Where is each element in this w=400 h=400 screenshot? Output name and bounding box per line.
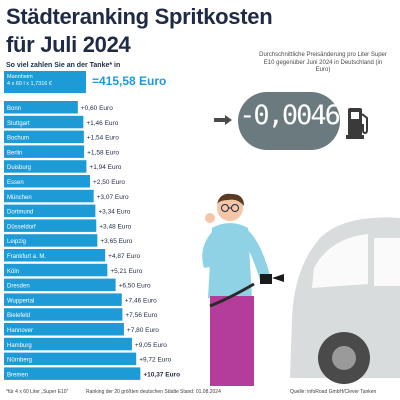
bar-value-label: +3,65 Euro [100, 238, 132, 245]
bar-value-label: +1,54 Euro [87, 135, 119, 142]
bar-18 [4, 367, 141, 380]
bar-14 [4, 308, 123, 321]
bar-11 [4, 263, 108, 277]
bar-city-label: Leipzig [7, 239, 26, 245]
bar-13 [4, 293, 122, 306]
bar-7 [4, 204, 96, 218]
price-change-pill [238, 92, 340, 150]
bar-city-label: Bonn [7, 106, 21, 112]
bar-city-label: Stuttgart [7, 121, 30, 127]
bar-3 [4, 145, 85, 158]
baseline-city: Mannheim [7, 74, 33, 80]
bar-city-label: Bielefeld [7, 313, 30, 319]
bar-value-label: +2,50 Euro [93, 179, 125, 186]
bar-city-label: Bochum [7, 136, 29, 142]
bar-value-label: +5,21 Euro [110, 268, 142, 275]
bar-value-label: +7,46 Euro [125, 297, 157, 304]
bar-5 [4, 175, 90, 188]
bar-0 [4, 101, 78, 114]
bar-value-label: +0,60 Euro [81, 105, 113, 112]
car-illustration [290, 217, 400, 384]
bar-city-label: Hannover [7, 328, 33, 334]
bar-city-label: Dresden [7, 284, 30, 290]
price-change-value: -0,0046 [239, 100, 341, 131]
bar-value-label: +3,07 Euro [97, 194, 129, 201]
bar-16 [4, 337, 132, 351]
bar-chart: Bonn +0,60 Euro Stuttgart +1,46 Euro Bochum +… [4, 101, 180, 380]
bar-city-label: Düsseldorf [7, 224, 36, 230]
title-line-1: Städteranking Spritkosten [6, 4, 273, 29]
baseline-formula: 4 x 60 l x 1,7316 € [7, 81, 52, 87]
bar-value-label: +1,58 Euro [87, 149, 119, 156]
bar-city-label: Frankfurt a. M. [7, 254, 46, 260]
bar-17 [4, 352, 137, 366]
bar-6 [4, 189, 94, 203]
bar-value-label: +9,05 Euro [135, 342, 167, 349]
bar-city-label: München [7, 195, 32, 201]
bar-value-label: +4,87 Euro [108, 253, 140, 260]
bar-city-label: Nürnberg [7, 358, 32, 364]
bar-value-label: +7,80 Euro [127, 327, 159, 334]
bar-15 [4, 323, 124, 336]
bar-city-label: Wuppertal [7, 298, 34, 304]
bar-value-label: +10,37 Euro [143, 371, 180, 378]
bar-2 [4, 130, 84, 144]
bar-value-label: +1,94 Euro [89, 164, 121, 171]
person-illustration [202, 193, 284, 386]
footer-date: Stand: 01.08.2024 [180, 389, 221, 395]
bar-8 [4, 219, 97, 232]
price-change-caption: Durchschnittliche Preisänderung pro Lite… [259, 52, 387, 73]
bar-1 [4, 115, 84, 129]
bar-10 [4, 249, 106, 262]
arrow-right-icon [214, 115, 232, 125]
footer-source: Quelle: infoRoad GmbH/Clever Tanken [290, 389, 377, 395]
footer-ranking: Ranking der 20 größten deutschen Städte [86, 389, 179, 395]
bar-value-label: +3,48 Euro [99, 223, 131, 230]
question-text: So viel zahlen Sie an der Tanke* in [6, 62, 121, 69]
bar-12 [4, 278, 116, 292]
bar-4 [4, 160, 87, 173]
baseline-box: Mannheim 4 x 60 l x 1,7316 € [4, 71, 86, 93]
title-line-2: für Juli 2024 [6, 32, 131, 57]
bar-value-label: +3,34 Euro [98, 209, 130, 216]
fuel-pump-icon [346, 108, 368, 139]
bar-city-label: Duisburg [7, 165, 31, 171]
bar-city-label: Hamburg [7, 343, 32, 349]
bar-value-label: +9,72 Euro [139, 357, 171, 364]
bar-value-label: +7,56 Euro [125, 312, 157, 319]
bar-value-label: +1,46 Euro [86, 120, 118, 127]
bar-city-label: Essen [7, 180, 24, 186]
bar-value-label: +6,50 Euro [119, 283, 151, 290]
bar-city-label: Berlin [7, 150, 22, 156]
bar-city-label: Köln [7, 269, 19, 275]
bar-9 [4, 234, 98, 247]
bar-city-label: Bremen [7, 372, 28, 378]
bar-city-label: Dortmund [7, 210, 33, 216]
footer-note: *für 4 x 60 Liter „Super E10" [6, 389, 69, 395]
baseline-value: =415,58 Euro [92, 74, 167, 88]
